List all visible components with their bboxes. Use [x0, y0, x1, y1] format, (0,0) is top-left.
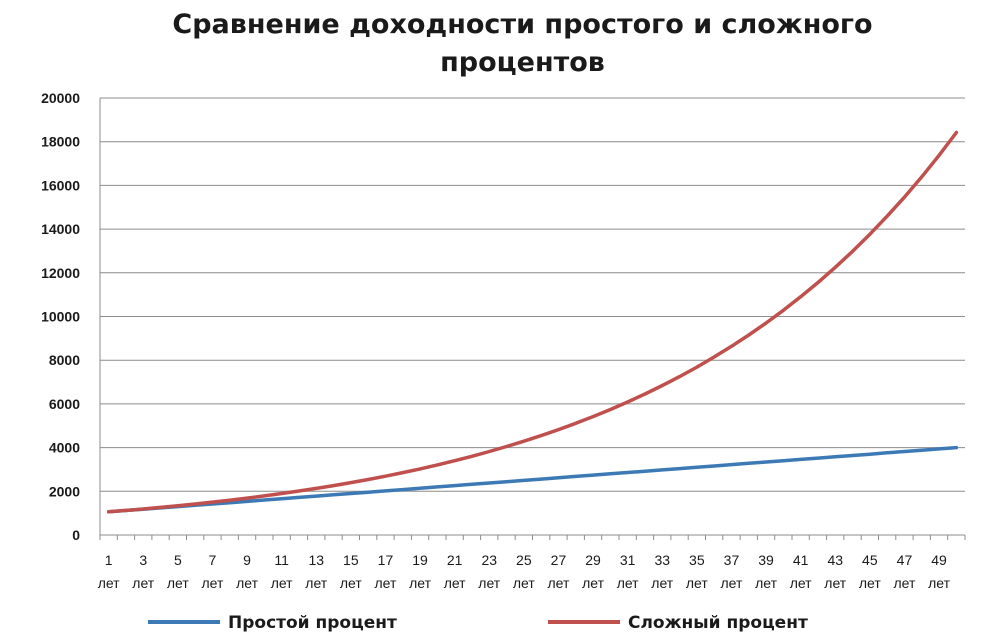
legend-label-2: Сложный процент	[628, 613, 808, 633]
x-tick-label: 7	[209, 552, 217, 568]
x-tick-label: 47	[897, 552, 913, 568]
y-tick-label: 14000	[41, 221, 80, 237]
chart-title: Сравнение доходности простого и сложного…	[100, 6, 945, 82]
x-tick-label: 31	[620, 552, 636, 568]
x-tick-label: 33	[654, 552, 670, 568]
x-tick-unit: лет	[478, 575, 500, 591]
x-tick-unit: лет	[271, 575, 293, 591]
x-tick-label: 27	[551, 552, 567, 568]
x-tick-labels: 1 лет 3 лет 5 лет 7 лет 9 лет 11 лет 13 лет 15 лет 17 лет…	[98, 552, 951, 591]
x-tick-unit: лет	[686, 575, 708, 591]
x-tick-label: 29	[585, 552, 601, 568]
x-tick-label: 45	[862, 552, 878, 568]
x-tick-label: 39	[758, 552, 774, 568]
x-tick-unit: лет	[374, 575, 396, 591]
x-tick-unit: лет	[824, 575, 846, 591]
legend: Простой процент Сложный процент	[148, 613, 808, 633]
x-tick-unit: лет	[201, 575, 223, 591]
legend-label-1: Простой процент	[228, 613, 397, 633]
x-tick-label: 21	[447, 552, 463, 568]
x-tick-label: 37	[724, 552, 740, 568]
x-tick-unit: лет	[790, 575, 812, 591]
x-tick-label: 43	[827, 552, 843, 568]
chart-title-line-2: процентов	[440, 47, 605, 78]
x-tick-unit: лет	[928, 575, 950, 591]
x-tick-label: 25	[516, 552, 532, 568]
x-tick-unit: лет	[617, 575, 639, 591]
x-tick-unit: лет	[409, 575, 431, 591]
x-tick-unit: лет	[893, 575, 915, 591]
x-tick-label: 17	[378, 552, 394, 568]
y-tick-label: 0	[72, 527, 80, 543]
series-lines	[106, 130, 959, 514]
x-tick-unit: лет	[651, 575, 673, 591]
y-tick-label: 16000	[41, 177, 80, 193]
y-tick-labels: 0 2000 4000 6000 8000 10000 12000 14000 16000 180…	[41, 90, 80, 543]
x-tick-label: 5	[174, 552, 182, 568]
x-tick-unit: лет	[513, 575, 535, 591]
x-tick-label: 13	[308, 552, 324, 568]
series-line-1	[106, 445, 959, 514]
series-line-2	[106, 130, 959, 514]
chart-title-line-1: Сравнение доходности простого и сложного	[172, 9, 873, 40]
x-tick-unit: лет	[98, 575, 120, 591]
x-tick-label: 9	[243, 552, 251, 568]
x-tick-unit: лет	[859, 575, 881, 591]
y-tick-label: 6000	[49, 396, 80, 412]
x-tick-unit: лет	[444, 575, 466, 591]
x-tick-unit: лет	[755, 575, 777, 591]
x-tick-unit: лет	[340, 575, 362, 591]
y-tick-label: 18000	[41, 134, 80, 150]
x-tick-unit: лет	[236, 575, 258, 591]
x-tick-unit: лет	[720, 575, 742, 591]
x-tick-unit: лет	[547, 575, 569, 591]
x-tick-unit: лет	[582, 575, 604, 591]
x-tick-unit: лет	[167, 575, 189, 591]
y-tick-label: 8000	[49, 352, 80, 368]
y-tick-label: 10000	[41, 309, 80, 325]
y-tick-label: 20000	[41, 90, 80, 106]
x-tick-label: 41	[793, 552, 809, 568]
x-tick-label: 49	[931, 552, 947, 568]
x-tick-unit: лет	[132, 575, 154, 591]
x-tick-label: 35	[689, 552, 705, 568]
axes	[99, 98, 966, 540]
y-tick-label: 12000	[41, 265, 80, 281]
x-tick-label: 3	[139, 552, 147, 568]
x-tick-unit: лет	[305, 575, 327, 591]
x-tick-label: 1	[105, 552, 113, 568]
x-tick-label: 15	[343, 552, 359, 568]
gridlines	[100, 97, 965, 492]
y-tick-label: 4000	[49, 440, 80, 456]
x-tick-label: 19	[412, 552, 428, 568]
y-tick-label: 2000	[49, 483, 80, 499]
x-tick-label: 11	[274, 552, 289, 568]
x-tick-label: 23	[481, 552, 497, 568]
